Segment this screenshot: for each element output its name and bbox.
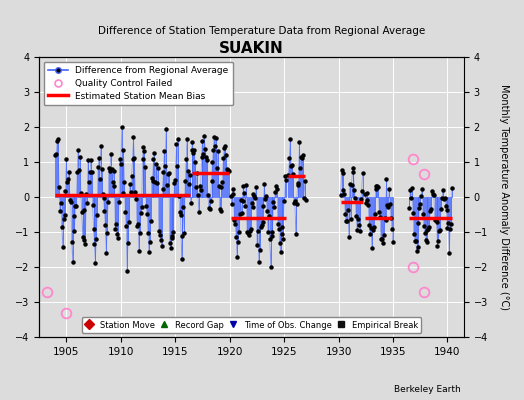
Legend: Station Move, Record Gap, Time of Obs. Change, Empirical Break: Station Move, Record Gap, Time of Obs. C… [82,318,421,333]
Y-axis label: Monthly Temperature Anomaly Difference (°C): Monthly Temperature Anomaly Difference (… [499,84,509,310]
Text: Difference of Station Temperature Data from Regional Average: Difference of Station Temperature Data f… [99,26,425,36]
Title: SUAKIN: SUAKIN [219,41,284,56]
Text: Berkeley Earth: Berkeley Earth [395,385,461,394]
